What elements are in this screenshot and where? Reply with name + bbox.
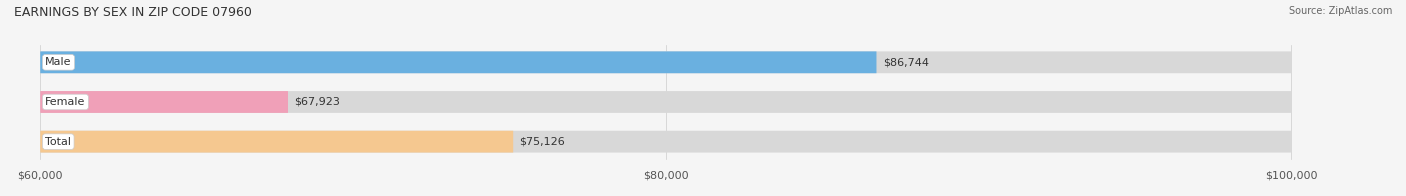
Text: $67,923: $67,923 xyxy=(294,97,340,107)
Text: $75,126: $75,126 xyxy=(519,137,565,147)
Text: Female: Female xyxy=(45,97,86,107)
Text: $86,744: $86,744 xyxy=(883,57,929,67)
FancyBboxPatch shape xyxy=(41,131,513,152)
Text: EARNINGS BY SEX IN ZIP CODE 07960: EARNINGS BY SEX IN ZIP CODE 07960 xyxy=(14,6,252,19)
FancyBboxPatch shape xyxy=(41,51,876,73)
FancyBboxPatch shape xyxy=(41,51,1291,73)
FancyBboxPatch shape xyxy=(41,91,1291,113)
Text: Male: Male xyxy=(45,57,72,67)
FancyBboxPatch shape xyxy=(41,91,288,113)
FancyBboxPatch shape xyxy=(41,131,1291,152)
Text: Source: ZipAtlas.com: Source: ZipAtlas.com xyxy=(1288,6,1392,16)
Text: Total: Total xyxy=(45,137,72,147)
